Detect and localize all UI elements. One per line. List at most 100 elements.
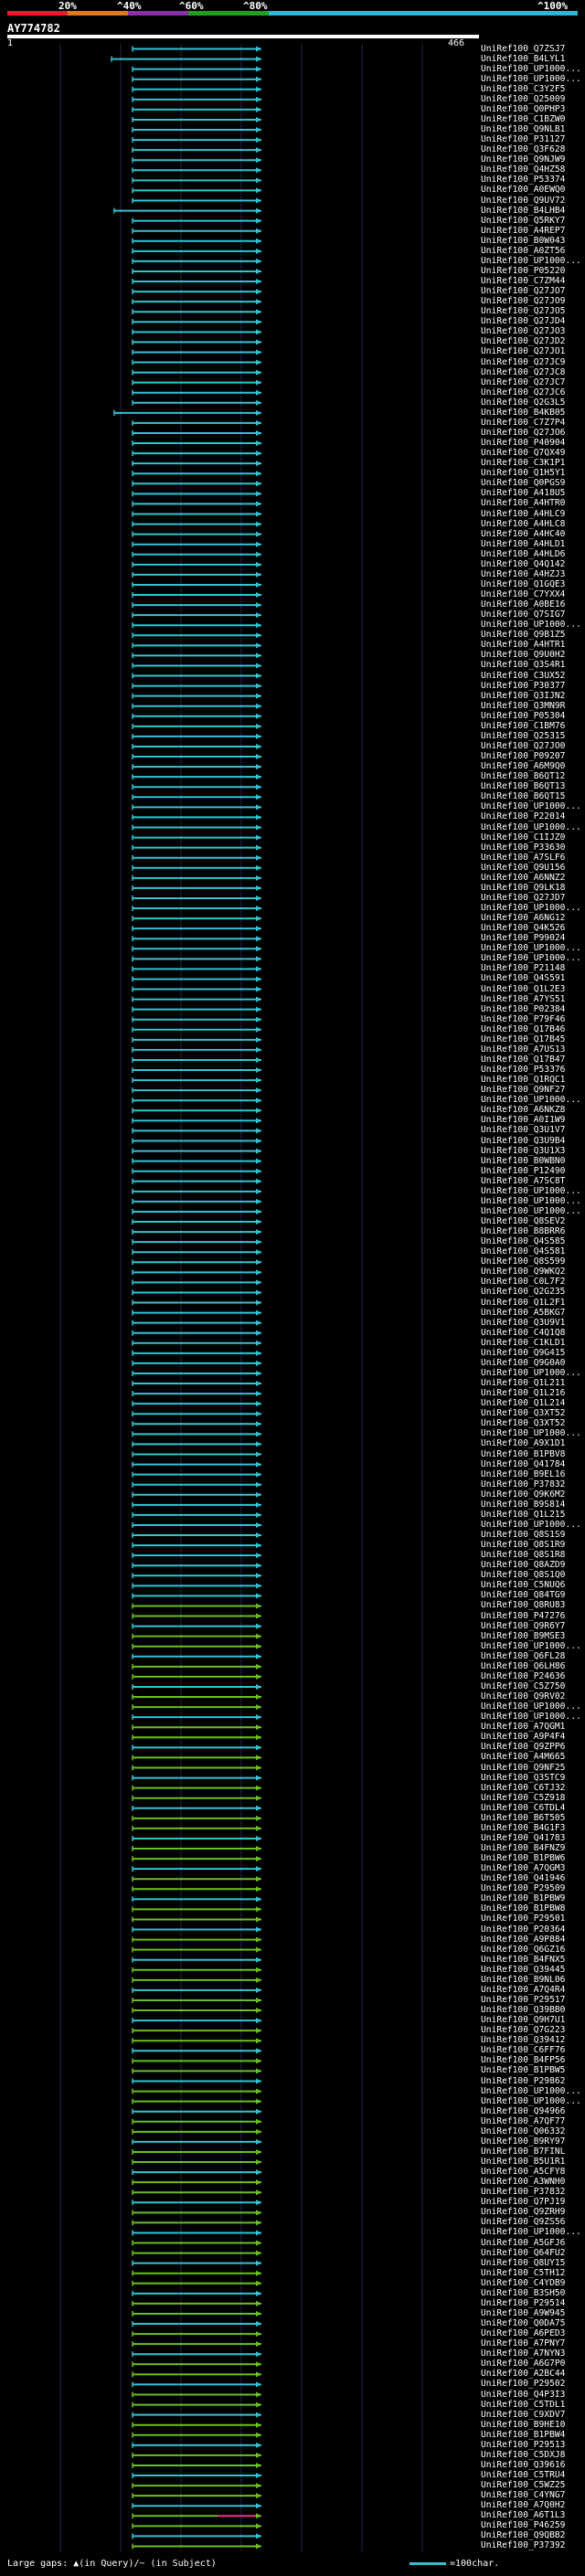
hit-label[interactable]: UniRef100_P33630 [481,842,566,853]
hit-label[interactable]: UniRef100_C1KLD1 [481,1337,566,1348]
hit-label[interactable]: UniRef100_C5Z750 [481,1680,566,1691]
hit-label[interactable]: UniRef100_Q9ZRH9 [481,2207,566,2218]
hit-label[interactable]: UniRef100_A7Q0H2 [481,2500,566,2511]
hit-label[interactable]: UniRef100_Q3F628 [481,144,566,155]
hit-label[interactable]: UniRef100_Q84TG9 [481,1590,566,1601]
hit-label[interactable]: UniRef100_Q4K526 [481,923,566,934]
hit-label[interactable]: UniRef100_Q6LH86 [481,1660,566,1671]
hit-label[interactable]: UniRef100_Q1L2F1 [481,1297,566,1308]
hit-label[interactable]: UniRef100_C5TDL1 [481,2399,566,2410]
hit-label[interactable]: UniRef100_UP1000... [481,953,581,964]
hit-label[interactable]: UniRef100_B3SH50 [481,2287,566,2298]
hit-label[interactable]: UniRef100_Q6FL28 [481,1650,566,1661]
hit-label[interactable]: UniRef100_UP1000... [481,73,581,84]
hit-label[interactable]: UniRef100_Q17B46 [481,1023,566,1034]
hit-label[interactable]: UniRef100_Q0PHP3 [481,103,566,114]
hit-label[interactable]: UniRef100_P29862 [481,2075,566,2086]
hit-label[interactable]: UniRef100_Q27JD4 [481,316,566,327]
hit-label[interactable]: UniRef100_P46259 [481,2520,566,2531]
hit-label[interactable]: UniRef100_P53374 [481,175,566,186]
hit-label[interactable]: UniRef100_Q27JO9 [481,296,566,307]
hit-label[interactable]: UniRef100_Q9ZS56 [481,2217,566,2228]
hit-label[interactable]: UniRef100_A7QGM3 [481,1863,566,1874]
hit-label[interactable]: UniRef100_Q9ZPP6 [481,1742,566,1753]
hit-label[interactable]: UniRef100_Q4S591 [481,973,566,984]
hit-label[interactable]: UniRef100_B4FP56 [481,2055,566,2066]
hit-label[interactable]: UniRef100_B1PBW8 [481,1903,566,1914]
hit-label[interactable]: UniRef100_C9XDV7 [481,2409,566,2420]
hit-label[interactable]: UniRef100_A9P4F4 [481,1732,566,1743]
hit-label[interactable]: UniRef100_UP1000... [481,1185,581,1196]
hit-label[interactable]: UniRef100_C6FF76 [481,2045,566,2056]
hit-label[interactable]: UniRef100_P24636 [481,1670,566,1681]
hit-label[interactable]: UniRef100_P29502 [481,2379,566,2390]
hit-label[interactable]: UniRef100_C1IJZ0 [481,832,566,843]
hit-label[interactable]: UniRef100_A0BE16 [481,599,566,610]
hit-label[interactable]: UniRef100_Q0PGS9 [481,478,566,489]
hit-label[interactable]: UniRef100_Q94966 [481,2105,566,2116]
hit-label[interactable]: UniRef100_Q1L2E3 [481,983,566,994]
hit-label[interactable]: UniRef100_Q9R6Y7 [481,1620,566,1631]
hit-label[interactable]: UniRef100_A4M665 [481,1752,566,1763]
hit-label[interactable]: UniRef100_B7FINL [481,2146,566,2157]
hit-label[interactable]: UniRef100_A7US13 [481,1044,566,1055]
hit-label[interactable]: UniRef100_P29509 [481,1883,566,1894]
hit-label[interactable]: UniRef100_P29501 [481,1913,566,1924]
hit-label[interactable]: UniRef100_B1PBW9 [481,1893,566,1904]
hit-label[interactable]: UniRef100_A4HTR0 [481,498,566,509]
hit-label[interactable]: UniRef100_Q2G235 [481,1287,566,1298]
hit-label[interactable]: UniRef100_Q9NLB1 [481,124,566,135]
hit-label[interactable]: UniRef100_B9MSE3 [481,1630,566,1641]
hit-label[interactable]: UniRef100_Q9G415 [481,1347,566,1358]
hit-label[interactable]: UniRef100_Q4S585 [481,1236,566,1247]
hit-label[interactable]: UniRef100_B6QT12 [481,771,566,782]
hit-label[interactable]: UniRef100_A4HC40 [481,528,566,539]
hit-label[interactable]: UniRef100_P37832 [481,2187,566,2198]
hit-label[interactable]: UniRef100_C4Q1Q8 [481,1327,566,1338]
hit-label[interactable]: UniRef100_C5Z918 [481,1792,566,1803]
hit-label[interactable]: UniRef100_A4REP7 [481,225,566,236]
hit-label[interactable]: UniRef100_Q7PJ19 [481,2197,566,2208]
hit-label[interactable]: UniRef100_Q8S1R9 [481,1540,566,1551]
hit-label[interactable]: UniRef100_Q9WKQ2 [481,1267,566,1277]
hit-label[interactable]: UniRef100_A6PED3 [481,2328,566,2339]
hit-label[interactable]: UniRef100_Q06332 [481,2125,566,2136]
hit-label[interactable]: UniRef100_Q27JC6 [481,387,566,398]
hit-label[interactable]: UniRef100_P22014 [481,811,566,822]
hit-label[interactable]: UniRef100_P99024 [481,933,566,944]
hit-label[interactable]: UniRef100_A3WNH0 [481,2177,566,2188]
hit-label[interactable]: UniRef100_Q27JC9 [481,356,566,367]
hit-label[interactable]: UniRef100_Q1L214 [481,1398,566,1409]
hit-label[interactable]: UniRef100_Q3IJN2 [481,690,566,701]
hit-label[interactable]: UniRef100_UP1000... [481,63,581,74]
hit-label[interactable]: UniRef100_Q8S1S9 [481,1530,566,1541]
hit-label[interactable]: UniRef100_B4LHB4 [481,205,566,216]
hit-label[interactable]: UniRef100_A4HLD1 [481,538,566,549]
hit-label[interactable]: UniRef100_P47276 [481,1610,566,1621]
hit-label[interactable]: UniRef100_Q39616 [481,2459,566,2470]
hit-label[interactable]: UniRef100_C1BZW0 [481,113,566,124]
hit-label[interactable]: UniRef100_B9EL16 [481,1468,566,1479]
hit-label[interactable]: UniRef100_P30377 [481,680,566,691]
hit-label[interactable]: UniRef100_A4HLC9 [481,508,566,519]
hit-label[interactable]: UniRef100_B1PBV8 [481,1448,566,1459]
hit-label[interactable]: UniRef100_Q1L215 [481,1509,566,1520]
hit-label[interactable]: UniRef100_P05304 [481,710,566,721]
hit-label[interactable]: UniRef100_Q6GZ16 [481,1944,566,1955]
hit-label[interactable]: UniRef100_Q5RKY7 [481,215,566,226]
hit-label[interactable]: UniRef100_P37392 [481,2540,566,2551]
hit-label[interactable]: UniRef100_C6TJ32 [481,1782,566,1793]
hit-label[interactable]: UniRef100_A6NG12 [481,913,566,924]
hit-label[interactable]: UniRef100_A2BC44 [481,2369,566,2380]
hit-label[interactable]: UniRef100_Q9RV02 [481,1691,566,1702]
hit-label[interactable]: UniRef100_Q9NF27 [481,1085,566,1096]
hit-label[interactable]: UniRef100_Q27JO6 [481,427,566,438]
hit-label[interactable]: UniRef100_Q17B47 [481,1054,566,1065]
hit-label[interactable]: UniRef100_Q2G3L5 [481,397,566,408]
hit-label[interactable]: UniRef100_P21148 [481,963,566,974]
hit-label[interactable]: UniRef100_Q0DA75 [481,2318,566,2329]
hit-label[interactable]: UniRef100_B9HE10 [481,2419,566,2430]
hit-label[interactable]: UniRef100_Q39445 [481,1964,566,1975]
hit-label[interactable]: UniRef100_B4LYL1 [481,53,566,64]
hit-label[interactable]: UniRef100_B0WBN0 [481,1155,566,1166]
